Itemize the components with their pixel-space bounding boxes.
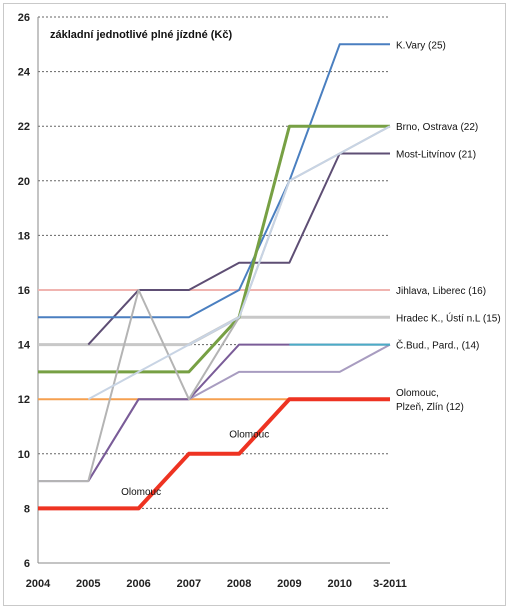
series-label: Hradec K., Ústí n.L (15) — [396, 311, 501, 324]
y-tick-label: 20 — [18, 176, 30, 188]
series-lines — [38, 43, 391, 511]
chart-frame — [3, 3, 506, 606]
series-line-cbud-pard-a — [38, 343, 391, 483]
y-tick-label: 12 — [18, 394, 30, 406]
annotation-label: Olomouc — [229, 429, 269, 440]
y-tick-label: 16 — [18, 285, 30, 297]
x-tick-label: 3-2011 — [373, 578, 407, 590]
x-tick-label: 2009 — [277, 578, 301, 590]
series-label: K.Vary (25) — [396, 40, 446, 51]
chart-title: základní jednotlivé plné jízdné (Kč) — [50, 29, 232, 41]
y-tick-label: 26 — [18, 12, 30, 24]
x-tick-label: 2010 — [327, 578, 351, 590]
series-line-cbud-pard-b — [87, 343, 390, 482]
x-tick-label: 2005 — [76, 578, 100, 590]
gridlines — [38, 16, 390, 509]
x-tick-label: 2006 — [126, 578, 150, 590]
series-line-kvary — [38, 43, 390, 319]
series-label: Most-Litvínov (21) — [396, 150, 476, 161]
y-tick-label: 22 — [18, 121, 30, 133]
series-label: Brno, Ostrava (22) — [396, 122, 478, 133]
series-label: Jihlava, Liberec (16) — [396, 286, 486, 297]
series-label: Č.Bud., Pard., (14) — [396, 339, 479, 352]
x-tick-label: 2004 — [26, 578, 51, 590]
y-tick-label: 24 — [18, 67, 31, 79]
series-line-olomouc — [38, 397, 390, 511]
series-line-gray-b — [87, 125, 391, 401]
axes: 6 8 10 12 14 16 18 20 22 24 26 2004 2005 2006 2007 2008… — [18, 12, 407, 590]
y-tick-label: 18 — [18, 230, 30, 242]
series-label: Plzeň, Zlín (12) — [396, 402, 464, 413]
y-tick-label: 10 — [18, 449, 30, 461]
y-tick-label: 14 — [18, 340, 31, 352]
series-label: Olomouc, — [396, 388, 439, 399]
series-line-brno — [38, 124, 390, 374]
x-tick-label: 2007 — [177, 578, 201, 590]
annotation-label: Olomouc — [121, 487, 161, 498]
y-tick-label: 8 — [24, 503, 30, 515]
chart-texts: základní jednotlivé plné jízdné (Kč) K.Va… — [50, 29, 501, 498]
y-tick-label: 6 — [24, 558, 30, 570]
x-tick-label: 2008 — [227, 578, 251, 590]
